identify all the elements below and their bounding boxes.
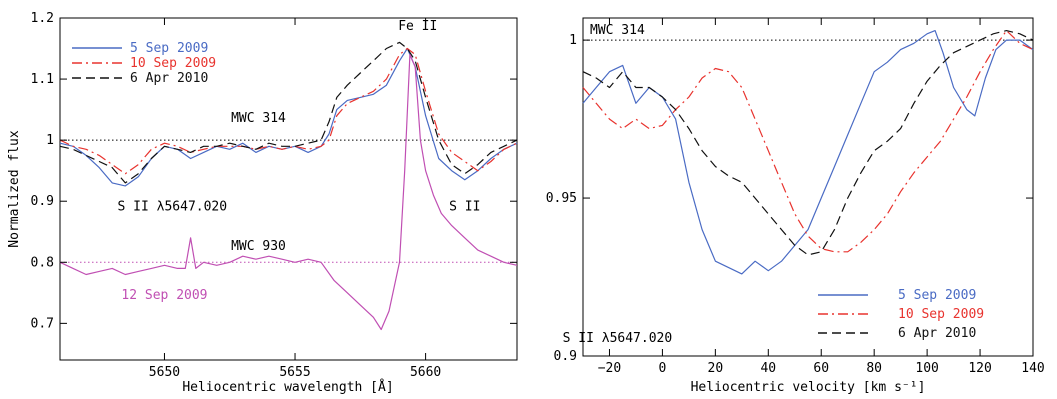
left-y-tick-label: 0.7: [31, 316, 54, 331]
right-y-tick-label: 0.9: [554, 349, 577, 364]
right-annotation-1: S II λ5647.020: [563, 331, 673, 346]
right-x-tick-label: 80: [866, 361, 882, 376]
left-y-tick-label: 1.1: [31, 72, 54, 87]
left-series-line-0: [59, 47, 518, 187]
right-annotation-0: MWC 314: [590, 23, 645, 38]
left-x-axis-label: Heliocentric wavelength [Å]: [182, 379, 393, 395]
right-x-tick-label: 100: [915, 361, 938, 376]
left-legend-label-1: 10 Sep 2009: [130, 56, 216, 71]
left-y-tick-label: 0.8: [31, 255, 54, 270]
right-plot-frame: [582, 17, 1034, 357]
left-annotation-1: MWC 314: [231, 111, 286, 126]
left-annotation-5: 12 Sep 2009: [121, 288, 207, 303]
right-legend-label-2: 6 Apr 2010: [898, 326, 976, 341]
right-x-tick-label: 60: [813, 361, 829, 376]
right-panel: −20 0 20 40 60 80 100 120 140 0.9 0.95 1 MWC 314 S …: [546, 17, 1045, 395]
right-y-tick-label: 1: [569, 33, 577, 48]
left-series-line-1: [59, 47, 518, 175]
left-x-tick-label: 5650: [149, 365, 180, 380]
right-series-line-2: [582, 30, 1034, 256]
left-x-tick-label: 5660: [410, 365, 441, 380]
right-x-axis-label: Heliocentric velocity [km s⁻¹]: [691, 380, 926, 395]
left-annotation-3: S II: [449, 199, 480, 214]
left-plot-frame: [59, 17, 518, 361]
left-series-line-3: [59, 53, 518, 331]
left-legend-label-0: 5 Sep 2009: [130, 41, 208, 56]
right-x-tick-label: 0: [658, 361, 666, 376]
right-series-line-0: [582, 30, 1034, 275]
left-y-tick-label: 1.2: [31, 11, 54, 26]
right-legend-label-0: 5 Sep 2009: [898, 288, 976, 303]
left-legend-label-2: 6 Apr 2010: [130, 71, 208, 86]
right-series-line-1: [582, 30, 1034, 253]
left-annotation-4: MWC 930: [231, 239, 286, 254]
right-x-tick-label: −20: [598, 361, 621, 376]
left-annotation-0: Fe II: [398, 19, 437, 34]
right-x-tick-label: 40: [760, 361, 776, 376]
right-legend-label-1: 10 Sep 2009: [898, 307, 984, 322]
left-series-line-2: [59, 41, 518, 184]
right-y-tick-label: 0.95: [546, 191, 577, 206]
left-annotation-2: S II λ5647.020: [118, 199, 228, 214]
right-x-tick-label: 120: [968, 361, 991, 376]
left-panel: 5650 5655 5660 0.7 0.8 0.9 1 1.1 1.2 Fe II MWC 3…: [7, 11, 518, 395]
left-y-axis-label: Normalized flux: [7, 130, 22, 248]
left-x-tick-label: 5655: [279, 365, 310, 380]
left-y-tick-label: 0.9: [31, 194, 54, 209]
right-x-tick-label: 20: [708, 361, 724, 376]
left-y-tick-label: 1: [46, 133, 54, 148]
right-x-tick-label: 140: [1021, 361, 1044, 376]
